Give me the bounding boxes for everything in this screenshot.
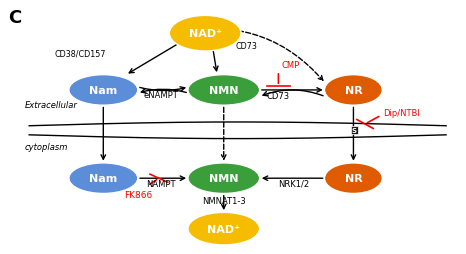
Text: NMN: NMN (209, 86, 239, 96)
Text: eNAMPT: eNAMPT (144, 91, 178, 100)
Text: NAD⁺: NAD⁺ (207, 224, 240, 234)
Text: NAMPT: NAMPT (146, 179, 176, 188)
Text: Nam: Nam (89, 86, 117, 96)
Text: NRK1/2: NRK1/2 (278, 179, 309, 188)
Text: CD73: CD73 (235, 42, 257, 51)
Text: S: S (352, 128, 357, 134)
Ellipse shape (70, 164, 137, 193)
Ellipse shape (326, 164, 381, 193)
Text: NAD⁺: NAD⁺ (189, 29, 222, 39)
Text: NMN: NMN (209, 173, 239, 183)
Text: NR: NR (344, 173, 362, 183)
Ellipse shape (189, 76, 259, 105)
Text: cytoplasm: cytoplasm (25, 142, 68, 151)
Text: Extracellular: Extracellular (25, 100, 77, 109)
Text: NR: NR (344, 86, 362, 96)
Text: Nam: Nam (89, 173, 117, 183)
Ellipse shape (189, 164, 259, 193)
Text: C: C (8, 9, 21, 27)
Text: CD38/CD157: CD38/CD157 (55, 50, 106, 59)
Ellipse shape (189, 213, 259, 244)
Text: FK866: FK866 (124, 190, 152, 199)
Ellipse shape (70, 76, 137, 105)
Text: Dip/NTBI: Dip/NTBI (384, 109, 420, 118)
Text: CMP: CMP (281, 61, 300, 70)
Text: CD73: CD73 (267, 92, 290, 101)
Ellipse shape (326, 76, 381, 105)
Ellipse shape (171, 17, 240, 51)
Text: NMNAT1-3: NMNAT1-3 (202, 197, 246, 205)
